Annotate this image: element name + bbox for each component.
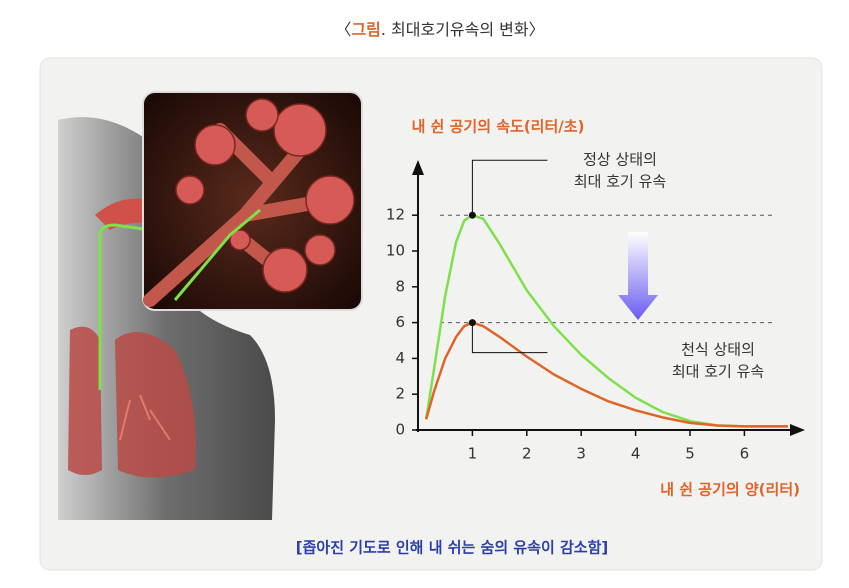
chart-title: 〈그림. 최대호기유속의 변화〉 xyxy=(335,20,544,39)
caption: [좁아진 기도로 인해 내 쉬는 숨의 유속이 감소함] xyxy=(296,539,608,557)
y-tick-label: 12 xyxy=(386,206,405,224)
decrease-arrow xyxy=(618,232,658,320)
annotation-text: 최대 호기 유속 xyxy=(574,173,667,191)
x-tick-label: 3 xyxy=(576,445,586,463)
y-tick-label: 0 xyxy=(395,421,405,439)
leader-line xyxy=(471,322,548,354)
y-tick-label: 4 xyxy=(395,349,405,367)
y-axis-arrow xyxy=(412,160,424,175)
annotation-text: 최대 호기 유속 xyxy=(672,363,765,381)
series-line xyxy=(424,321,788,428)
y-axis-label: 내 쉰 공기의 속도(리터/초) xyxy=(412,118,585,136)
title-part: . 최대호기유속의 변화〉 xyxy=(381,20,545,39)
x-tick-label: 1 xyxy=(468,445,478,463)
x-axis-arrow xyxy=(790,424,805,436)
annotation-text: 천식 상태의 xyxy=(681,341,755,359)
y-tick-label: 8 xyxy=(395,277,405,295)
x-tick-label: 5 xyxy=(685,445,695,463)
annotation-text: 정상 상태의 xyxy=(583,151,657,169)
x-tick-label: 4 xyxy=(631,445,641,463)
x-tick-label: 6 xyxy=(740,445,750,463)
y-tick-label: 2 xyxy=(395,385,405,403)
y-tick-label: 6 xyxy=(395,313,405,331)
leader-line xyxy=(471,159,548,216)
title-part: 그림 xyxy=(351,20,380,39)
y-tick-label: 10 xyxy=(386,242,405,260)
x-axis-label: 내 쉰 공기의 양(리터) xyxy=(660,481,800,499)
title-part: 〈 xyxy=(335,20,351,39)
x-tick-label: 2 xyxy=(522,445,532,463)
illustration xyxy=(58,91,363,521)
